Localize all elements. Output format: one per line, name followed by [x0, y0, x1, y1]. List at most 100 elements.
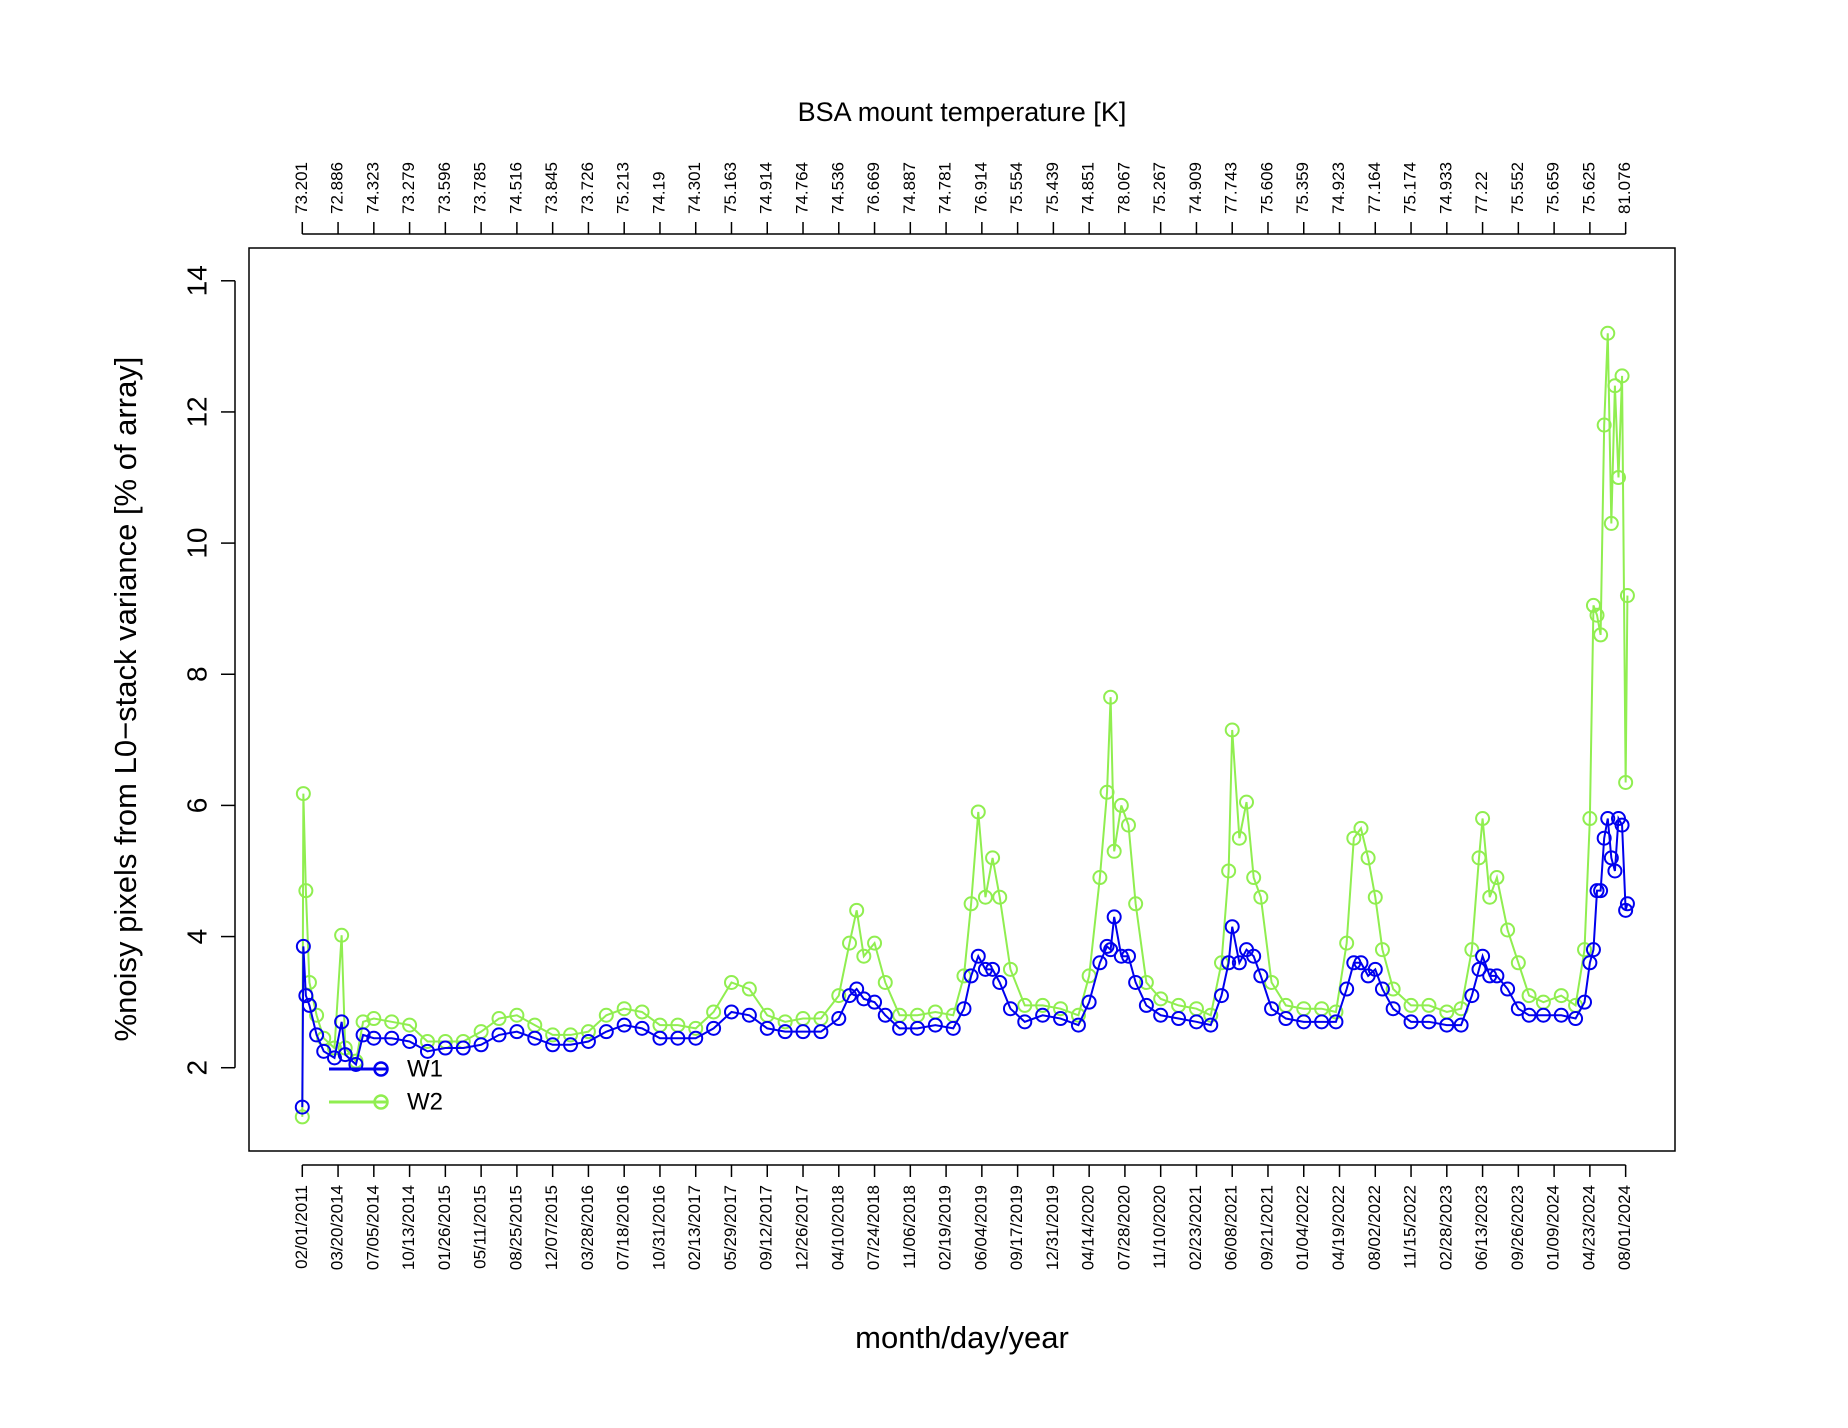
- data-point: [509, 1007, 525, 1023]
- series-line: [301, 333, 1629, 1117]
- data-point: [316, 1043, 332, 1059]
- data-point: [366, 1030, 382, 1046]
- data-point: [977, 961, 993, 977]
- x-tick-label: 07/18/2016: [614, 1185, 633, 1270]
- data-point: [402, 1033, 418, 1049]
- y-tick-label: 10: [181, 528, 212, 559]
- data-point: [1113, 948, 1129, 964]
- x2-tick-label: 75.174: [1401, 162, 1420, 214]
- data-point: [294, 1099, 310, 1115]
- x-tick-label: 04/23/2024: [1579, 1185, 1598, 1270]
- x-tick-label: 10/31/2016: [649, 1185, 668, 1270]
- data-point: [598, 1007, 614, 1023]
- x-tick-label: 08/25/2015: [506, 1185, 525, 1270]
- data-point: [1203, 1017, 1219, 1033]
- data-point: [1092, 955, 1108, 971]
- x-tick-label: 05/29/2017: [721, 1185, 740, 1270]
- data-point: [491, 1011, 507, 1027]
- data-point: [309, 1007, 325, 1023]
- data-point: [366, 1011, 382, 1027]
- x2-tick-label: 74.933: [1436, 162, 1455, 214]
- x-tick-label: 08/01/2024: [1615, 1185, 1634, 1270]
- x2-tick-label: 74.516: [506, 162, 525, 214]
- data-point: [1510, 1001, 1526, 1017]
- data-point: [298, 988, 314, 1004]
- data-point: [1510, 955, 1526, 971]
- x2-tick-label: 75.606: [1257, 162, 1276, 214]
- data-point: [1264, 1001, 1280, 1017]
- x-tick-label: 06/04/2019: [971, 1185, 990, 1270]
- x-tick-label: 11/10/2020: [1150, 1185, 1169, 1269]
- x-tick-label: 11/06/2018: [900, 1185, 919, 1269]
- data-point: [634, 1004, 650, 1020]
- data-point: [1439, 1017, 1455, 1033]
- data-point: [1103, 942, 1119, 958]
- y-tick-label: 6: [181, 798, 212, 814]
- data-point: [1296, 1014, 1312, 1030]
- data-point: [1453, 1017, 1469, 1033]
- y-axis-title: %noisy pixels from L0−stack variance [% …: [108, 357, 143, 1042]
- data-point: [1017, 1014, 1033, 1030]
- data-point: [295, 786, 311, 802]
- data-point: [1614, 368, 1630, 384]
- data-point: [1475, 948, 1491, 964]
- x2-tick-label: 74.764: [793, 162, 812, 214]
- x-tick-label: 06/13/2023: [1472, 1185, 1491, 1270]
- data-point: [1346, 830, 1362, 846]
- data-point: [509, 1024, 525, 1040]
- x-tick-label: 05/11/2015: [471, 1185, 490, 1269]
- data-point: [1619, 588, 1635, 604]
- data-point: [419, 1043, 435, 1059]
- data-point: [1346, 955, 1362, 971]
- x2-tick-label: 74.914: [757, 162, 776, 214]
- data-point: [1203, 1007, 1219, 1023]
- data-point: [527, 1030, 543, 1046]
- data-point: [634, 1020, 650, 1036]
- x2-tick-label: 72.886: [328, 162, 347, 214]
- x-tick-label: 04/14/2020: [1079, 1185, 1098, 1270]
- data-point: [384, 1030, 400, 1046]
- data-point: [1120, 948, 1136, 964]
- data-point: [945, 1020, 961, 1036]
- data-point: [1610, 470, 1626, 486]
- data-point: [1593, 627, 1609, 643]
- data-point: [1535, 1007, 1551, 1023]
- data-point: [795, 1024, 811, 1040]
- x-tick-label: 03/28/2016: [578, 1185, 597, 1270]
- x-tick-label: 07/05/2014: [363, 1185, 382, 1270]
- data-point: [1035, 997, 1051, 1013]
- data-point: [455, 1040, 471, 1056]
- data-point: [813, 1024, 829, 1040]
- data-point: [1231, 830, 1247, 846]
- x2-tick-label: 73.201: [292, 162, 311, 214]
- data-point: [1521, 1007, 1537, 1023]
- data-point: [956, 1001, 972, 1017]
- data-point: [580, 1024, 596, 1040]
- x-tick-label: 04/10/2018: [828, 1185, 847, 1270]
- data-point: [1475, 811, 1491, 827]
- data-point: [723, 1004, 739, 1020]
- x2-tick-label: 75.163: [721, 162, 740, 214]
- x2-tick-label: 77.743: [1222, 162, 1241, 214]
- top-axis-title: BSA mount temperature [K]: [798, 97, 1127, 127]
- data-point: [1374, 942, 1390, 958]
- x-tick-label: 01/26/2015: [435, 1185, 454, 1270]
- x2-tick-label: 76.669: [864, 162, 883, 214]
- data-point: [977, 889, 993, 905]
- data-point: [1328, 1004, 1344, 1020]
- data-point: [1582, 955, 1598, 971]
- data-point: [1138, 974, 1154, 990]
- data-point: [1224, 919, 1240, 935]
- data-point: [563, 1037, 579, 1053]
- x2-tick-label: 74.923: [1329, 162, 1348, 214]
- data-point: [334, 1014, 350, 1030]
- data-point: [1153, 1007, 1169, 1023]
- x2-tick-label: 73.596: [435, 162, 454, 214]
- data-point: [1002, 961, 1018, 977]
- x2-tick-label: 74.323: [363, 162, 382, 214]
- x2-tick-label: 75.554: [1007, 162, 1026, 214]
- data-point: [298, 883, 314, 899]
- data-point: [1618, 774, 1634, 790]
- data-point: [1577, 994, 1593, 1010]
